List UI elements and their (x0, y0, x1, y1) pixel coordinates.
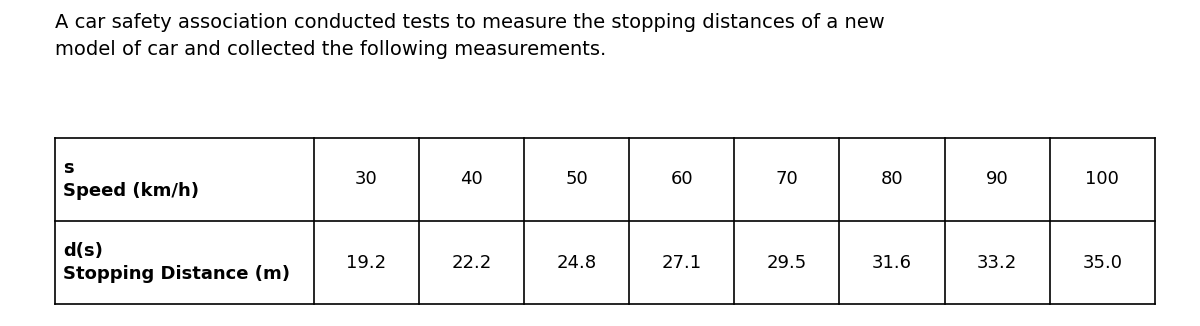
Text: 30: 30 (355, 170, 378, 188)
Text: 40: 40 (460, 170, 482, 188)
Text: 50: 50 (565, 170, 588, 188)
Text: 100: 100 (1086, 170, 1120, 188)
Text: 19.2: 19.2 (346, 254, 386, 272)
Text: s
Speed (km/h): s Speed (km/h) (64, 159, 199, 200)
Text: 27.1: 27.1 (661, 254, 702, 272)
Text: 70: 70 (775, 170, 798, 188)
Text: 29.5: 29.5 (767, 254, 806, 272)
Text: 35.0: 35.0 (1082, 254, 1122, 272)
Text: d(s)
Stopping Distance (m): d(s) Stopping Distance (m) (64, 242, 290, 283)
Text: 31.6: 31.6 (872, 254, 912, 272)
Text: A car safety association conducted tests to measure the stopping distances of a : A car safety association conducted tests… (55, 13, 884, 59)
Text: 33.2: 33.2 (977, 254, 1018, 272)
Text: 90: 90 (986, 170, 1008, 188)
Text: 60: 60 (671, 170, 692, 188)
Text: 80: 80 (881, 170, 904, 188)
Text: 24.8: 24.8 (557, 254, 596, 272)
Text: 22.2: 22.2 (451, 254, 492, 272)
